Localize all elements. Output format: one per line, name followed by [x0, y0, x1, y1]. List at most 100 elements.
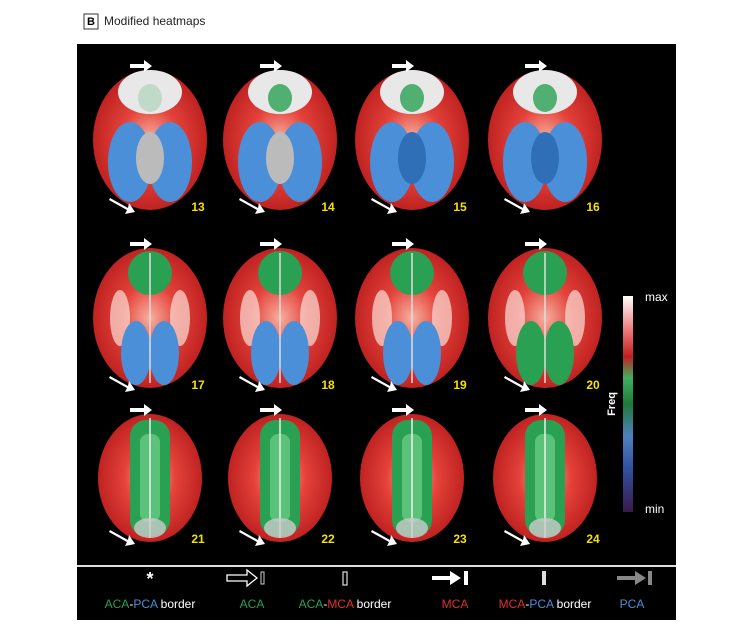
slice-number: 16 — [586, 200, 600, 214]
arrow-bottom — [504, 530, 530, 546]
brain-slice: 16 — [488, 60, 602, 214]
panel-letter: B — [87, 16, 95, 28]
arrow-top — [392, 238, 414, 250]
legend-label: MCA — [442, 597, 469, 611]
arrow-top — [260, 404, 282, 416]
arrow-top — [392, 404, 414, 416]
slice-number: 22 — [321, 532, 335, 546]
legend-arrow-outline — [226, 568, 259, 588]
brain-slice: 17 — [93, 238, 207, 392]
legend-label-part: PCA — [620, 597, 645, 611]
slice-number: 13 — [191, 200, 205, 214]
legend-label-part: ACA — [299, 597, 324, 611]
slice-number: 18 — [321, 378, 335, 392]
brain-slice: 20 — [488, 238, 602, 392]
pca-right — [544, 321, 574, 385]
arrow-bottom — [371, 376, 397, 392]
arrow-top — [525, 60, 547, 72]
arrow-top — [525, 404, 547, 416]
slice-number: 23 — [453, 532, 467, 546]
slice-number: 20 — [586, 378, 600, 392]
pca-left — [383, 321, 413, 385]
pca-left — [516, 321, 546, 385]
arrow-bottom — [239, 198, 265, 214]
panel-title: Modified heatmaps — [104, 14, 205, 28]
pca-border — [396, 518, 428, 538]
pca-border — [398, 132, 426, 184]
aca-region — [138, 84, 162, 112]
slice-number: 17 — [191, 378, 205, 392]
pca-right — [149, 321, 179, 385]
legend-arrow-grey — [617, 571, 646, 585]
pca-left — [251, 321, 281, 385]
legend-bar-plain — [542, 571, 546, 585]
legend-label-part: ACA — [240, 597, 265, 611]
legend-bar-solid — [464, 571, 468, 585]
brain-slice: 23 — [360, 404, 467, 546]
legend-label: ACA — [240, 597, 265, 611]
colorbar-label: Freq — [606, 392, 618, 416]
pca-border — [529, 518, 561, 538]
legend-label-part: ACA — [105, 597, 130, 611]
legend-label-part: - — [129, 597, 133, 611]
slice-number: 24 — [586, 532, 600, 546]
legend-label-part: - — [525, 597, 529, 611]
arrow-top — [130, 60, 152, 72]
brain-slice: 14 — [223, 60, 337, 214]
arrow-top — [130, 238, 152, 250]
aca-region — [533, 84, 557, 112]
legend-label-part: MCA — [327, 597, 354, 611]
legend-label: MCA-PCA border — [499, 597, 592, 611]
pca-right — [279, 321, 309, 385]
legend-bar-grey — [648, 571, 652, 585]
arrow-bottom — [109, 376, 135, 392]
slice-number: 15 — [453, 200, 467, 214]
pca-left — [121, 321, 151, 385]
colorbar — [623, 296, 633, 512]
brain-slice: 21 — [98, 404, 205, 546]
arrow-bottom — [371, 198, 397, 214]
slice-number: 14 — [321, 200, 335, 214]
colorbar-max: max — [645, 290, 668, 304]
arrow-top — [260, 238, 282, 250]
brain-grid: 13 14 15 16 17 18 19 20 21 22 23 24 — [93, 60, 602, 546]
colorbar-min: min — [645, 502, 664, 516]
legend-label-part: PCA — [529, 597, 554, 611]
legend-label-part: MCA — [499, 597, 526, 611]
legend-label-part: - — [323, 597, 327, 611]
legend-label-part: MCA — [442, 597, 469, 611]
legend-symbol: * — [146, 569, 153, 589]
pca-border — [134, 518, 166, 538]
pca-border — [266, 132, 294, 184]
pca-border — [264, 518, 296, 538]
aca-region — [268, 84, 292, 112]
legend-label-part: border — [353, 597, 391, 611]
pca-border — [531, 132, 559, 184]
brain-slice: 24 — [493, 404, 600, 546]
aca-mca-border — [118, 70, 182, 114]
legend-label: ACA-PCA border — [105, 597, 196, 611]
arrow-bottom — [371, 530, 397, 546]
arrow-top — [130, 404, 152, 416]
legend-label: PCA — [620, 597, 645, 611]
brain-slice: 18 — [223, 238, 337, 392]
arrow-bottom — [504, 376, 530, 392]
arrow-bottom — [109, 198, 135, 214]
legend-label-part: PCA — [133, 597, 158, 611]
legend-label-part: border — [157, 597, 195, 611]
brain-slice: 15 — [355, 60, 469, 214]
slice-number: 21 — [191, 532, 205, 546]
arrow-bottom — [239, 376, 265, 392]
aca-region — [400, 84, 424, 112]
arrow-bottom — [504, 198, 530, 214]
arrow-bottom — [109, 530, 135, 546]
legend: *ACA-PCA border ACA ACA-MCA border MCA MCA-P… — [105, 568, 652, 611]
brain-slice: 22 — [228, 404, 335, 546]
slice-number: 19 — [453, 378, 467, 392]
legend-arrow-solid — [432, 571, 461, 585]
arrow-top — [525, 238, 547, 250]
pca-border — [136, 132, 164, 184]
legend-bar-outline — [260, 571, 265, 585]
brain-slice: 19 — [355, 238, 469, 392]
